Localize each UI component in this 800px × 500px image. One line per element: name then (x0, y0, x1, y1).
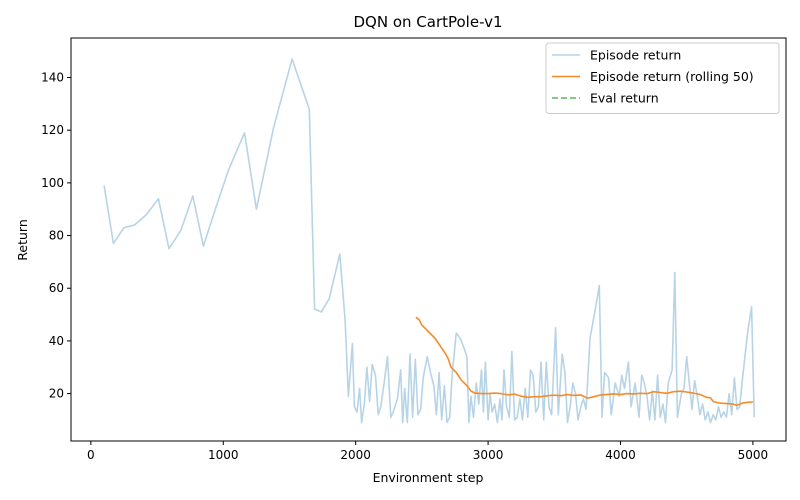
x-tick-label: 2000 (340, 448, 371, 462)
y-tick-label: 20 (49, 387, 64, 401)
y-tick-label: 40 (49, 334, 64, 348)
y-tick-label: 120 (41, 123, 64, 137)
y-axis-label: Return (15, 219, 30, 260)
x-axis-label: Environment step (373, 470, 484, 485)
y-tick-label: 60 (49, 281, 64, 295)
chart-title: DQN on CartPole-v1 (353, 13, 502, 31)
plot-frame (70, 37, 787, 442)
y-tick-label: 100 (41, 176, 64, 190)
x-tick-label: 3000 (473, 448, 504, 462)
y-tick-label: 80 (49, 229, 64, 243)
legend: Episode return Episode return (rolling 50… (545, 42, 780, 114)
legend-box (545, 42, 780, 114)
x-axis: 0 1000 2000 3000 4000 5000 (87, 441, 768, 462)
legend-label: Episode return (rolling 50) (590, 69, 754, 84)
x-tick-label: 1000 (208, 448, 239, 462)
legend-label: Episode return (590, 48, 681, 63)
y-tick-label: 140 (41, 71, 64, 85)
y-axis: 20 40 60 80 100 120 140 (41, 71, 71, 401)
legend-label: Eval return (590, 91, 659, 106)
series-line-1 (415, 316, 753, 406)
series-line-0 (103, 58, 755, 424)
x-tick-label: 5000 (738, 448, 769, 462)
x-tick-label: 0 (87, 448, 95, 462)
x-tick-label: 4000 (605, 448, 636, 462)
series-layer (103, 58, 755, 424)
